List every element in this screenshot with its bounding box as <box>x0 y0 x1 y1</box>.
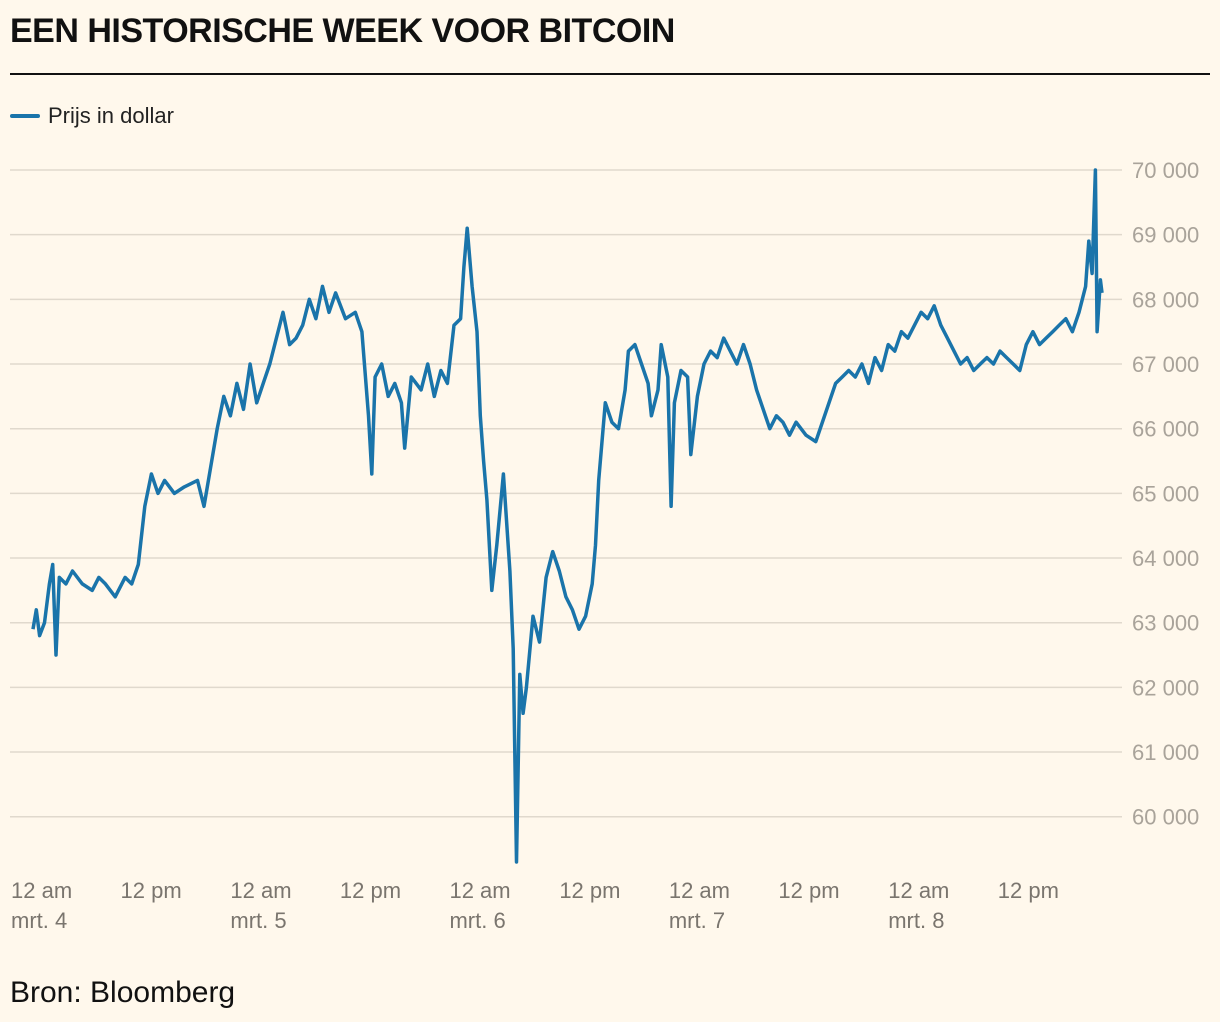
x-tick-date-label: mrt. 6 <box>449 908 505 933</box>
y-tick-label: 64 000 <box>1132 546 1199 571</box>
y-tick-label: 67 000 <box>1132 352 1199 377</box>
title-divider <box>10 73 1210 75</box>
y-tick-label: 61 000 <box>1132 740 1199 765</box>
y-tick-label: 60 000 <box>1132 805 1199 830</box>
chart-title: EEN HISTORISCHE WEEK VOOR BITCOIN <box>10 12 675 50</box>
x-tick-label: 12 pm <box>998 878 1059 903</box>
x-tick-date-label: mrt. 8 <box>888 908 944 933</box>
y-tick-label: 66 000 <box>1132 417 1199 442</box>
y-tick-label: 65 000 <box>1132 481 1199 506</box>
x-tick-label: 12 am <box>449 878 510 903</box>
x-tick-label: 12 pm <box>778 878 839 903</box>
x-tick-date-label: mrt. 5 <box>230 908 286 933</box>
x-tick-label: 12 pm <box>340 878 401 903</box>
x-tick-date-label: mrt. 4 <box>11 908 67 933</box>
x-tick-date-label: mrt. 7 <box>669 908 725 933</box>
source-note: Bron: Bloomberg <box>10 976 236 1009</box>
legend-swatch <box>10 114 40 118</box>
y-tick-label: 63 000 <box>1132 611 1199 636</box>
x-tick-label: 12 am <box>230 878 291 903</box>
x-tick-label: 12 pm <box>121 878 182 903</box>
x-tick-label: 12 am <box>669 878 730 903</box>
x-tick-label: 12 am <box>11 878 72 903</box>
y-tick-label: 70 000 <box>1132 158 1199 183</box>
x-tick-label: 12 pm <box>559 878 620 903</box>
legend: Prijs in dollar <box>10 102 174 130</box>
series-line-price <box>31 168 1104 864</box>
y-tick-label: 68 000 <box>1132 287 1199 312</box>
y-tick-label: 62 000 <box>1132 675 1199 700</box>
legend-label: Prijs in dollar <box>48 103 174 128</box>
y-tick-label: 69 000 <box>1132 223 1199 248</box>
x-tick-label: 12 am <box>888 878 949 903</box>
